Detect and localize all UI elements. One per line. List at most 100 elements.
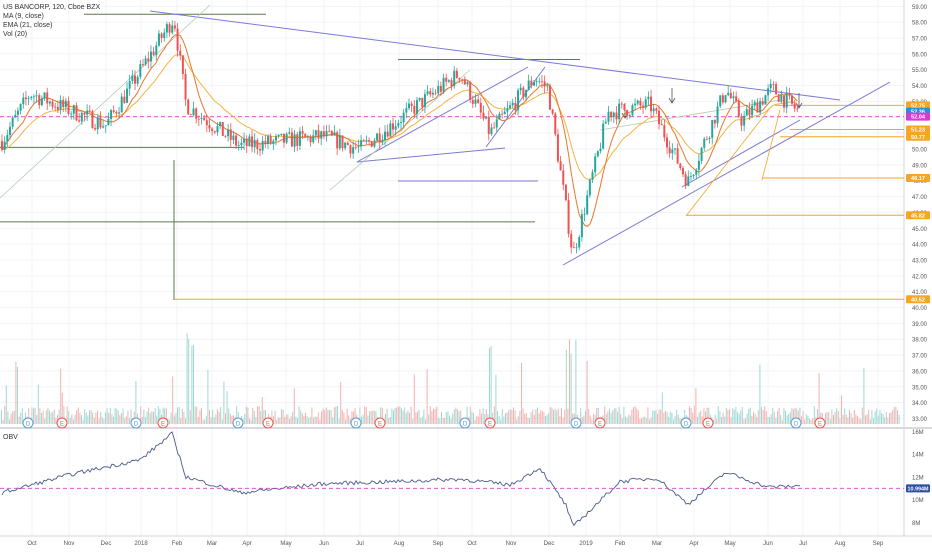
earnings-marker[interactable]: E	[374, 417, 386, 429]
candle-body	[785, 93, 788, 108]
marker-letter: E	[60, 422, 64, 428]
trend-drawings[interactable]	[0, 4, 891, 300]
candle-body	[572, 247, 575, 249]
candle-body	[48, 101, 51, 104]
candle-body	[543, 81, 546, 87]
candle-body	[80, 112, 83, 122]
earnings-marker[interactable]: E	[157, 417, 169, 429]
volume-bar	[82, 419, 84, 424]
volume-bar	[778, 407, 780, 424]
candle-body	[599, 148, 602, 152]
volume-bar	[581, 417, 583, 424]
volume-bar	[705, 411, 706, 424]
candle-body	[681, 168, 684, 175]
volume-bar	[871, 409, 873, 424]
time-tick-label: Jul	[356, 541, 364, 547]
marker-letter: E	[818, 422, 822, 428]
candle-body	[644, 99, 647, 108]
candle-body	[711, 119, 714, 138]
dividend-marker[interactable]: D	[680, 417, 692, 429]
volume-bar	[321, 411, 322, 424]
volume-bar	[509, 409, 511, 424]
candle-body	[777, 94, 780, 102]
volume-bar	[292, 411, 294, 424]
volume-bar	[679, 418, 681, 424]
volume-bar	[533, 414, 535, 424]
horizontal-levels[interactable]	[0, 13, 904, 300]
candle-body	[306, 136, 309, 137]
volume-bar	[612, 410, 614, 424]
time-tick-label: Sep	[873, 541, 884, 547]
volume-bar	[669, 411, 671, 424]
volume-bar	[429, 406, 431, 424]
volume-bar	[535, 409, 537, 424]
volume-bar	[159, 408, 161, 424]
volume-bar	[777, 411, 778, 424]
candle-body	[788, 93, 791, 96]
volume-bar	[719, 411, 721, 424]
volume-bar	[156, 415, 158, 424]
candle-body	[594, 156, 597, 173]
dividend-marker[interactable]: D	[232, 417, 244, 429]
volume-bar	[895, 406, 897, 424]
volume-bar	[658, 409, 660, 424]
earnings-marker[interactable]: E	[484, 417, 496, 429]
marker-circle	[232, 417, 244, 429]
volume-bar	[666, 412, 668, 424]
volume-bar	[364, 406, 366, 424]
volume-bar	[717, 406, 719, 424]
volume-bar	[113, 416, 114, 424]
candle-body	[30, 96, 33, 99]
dividend-marker[interactable]: D	[130, 417, 142, 429]
candle-body	[110, 110, 113, 120]
earnings-marker[interactable]: E	[262, 417, 274, 429]
earnings-marker[interactable]: E	[56, 417, 68, 429]
candle-body	[341, 135, 344, 149]
dividend-marker[interactable]: D	[350, 417, 362, 429]
candle-body	[248, 136, 251, 147]
candle-body	[564, 184, 567, 201]
volume-bar	[58, 409, 60, 424]
volume-bar	[807, 415, 809, 424]
volume-bar	[629, 415, 631, 424]
dividend-marker[interactable]: D	[570, 417, 582, 429]
price-label-text: 45.82	[911, 213, 925, 219]
volume-bar	[845, 414, 847, 424]
volume-bar	[505, 413, 506, 424]
volume-bar	[285, 414, 287, 424]
candle-body	[152, 51, 155, 55]
candle-body	[471, 99, 474, 104]
candle-body	[3, 141, 6, 150]
candle-body	[400, 122, 402, 124]
volume-bar	[674, 416, 676, 424]
volume-bar	[274, 410, 276, 424]
price-label-text: 52.04	[911, 115, 926, 121]
price-label-box	[906, 112, 930, 121]
candle-body	[679, 163, 682, 169]
earnings-marker[interactable]: E	[702, 417, 714, 429]
candle-body	[229, 129, 232, 140]
time-tick-label: Nov	[506, 541, 517, 547]
volume-bar	[565, 349, 567, 424]
volume-bar	[119, 415, 121, 424]
earnings-marker[interactable]: E	[814, 417, 826, 429]
volume-bar	[538, 413, 540, 424]
dividend-marker[interactable]: D	[459, 417, 471, 429]
volume-bar	[74, 414, 76, 424]
volume-bar	[879, 410, 881, 424]
volume-bar	[474, 419, 476, 424]
ema-series-line	[1, 54, 798, 180]
volume-bar	[231, 415, 233, 424]
dividend-marker[interactable]: D	[22, 417, 34, 429]
volume-bar	[338, 418, 340, 424]
dividend-marker[interactable]: D	[790, 417, 802, 429]
candle-body	[147, 58, 150, 62]
candle-body	[78, 120, 81, 122]
volume-bar	[169, 419, 170, 424]
volume-bar	[562, 417, 564, 424]
earnings-marker[interactable]: E	[594, 417, 606, 429]
candle-body	[51, 101, 54, 107]
volume-bar	[386, 408, 388, 424]
volume-bar	[476, 415, 478, 424]
